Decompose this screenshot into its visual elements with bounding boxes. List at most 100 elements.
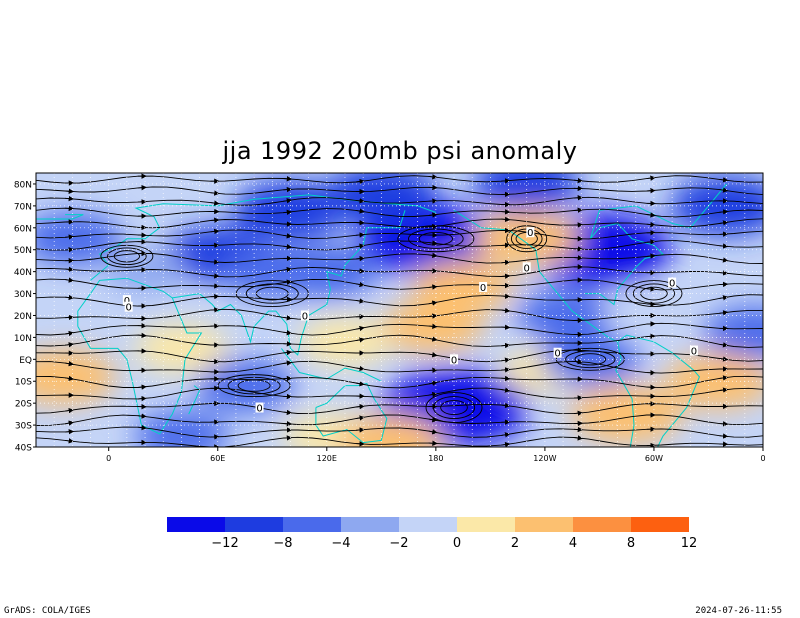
streamline-arrow	[65, 342, 75, 348]
streamline-arrow	[137, 424, 147, 431]
streamline-arrow	[646, 253, 656, 259]
anomaly-region	[337, 414, 444, 447]
streamline-arrow	[501, 387, 511, 393]
streamline-arrow	[65, 188, 75, 194]
coastline-segment	[188, 385, 201, 415]
y-tick-label: 50N	[14, 246, 32, 256]
colorbar-tick-label: 0	[453, 536, 461, 551]
eddy-streamline	[440, 400, 468, 415]
streamline-arrow	[719, 270, 729, 276]
contour-label: 0	[302, 311, 308, 322]
colorbar-swatch	[341, 517, 399, 532]
map-axes: 80N 70N 60N 50N 40N 30N 20N 10N EQ 10S 20S 30S 40S 0 6…	[14, 180, 766, 463]
eddy-streamline	[107, 247, 147, 266]
colorbar-tick-label: −12	[211, 536, 238, 551]
x-tick-label: 180	[428, 454, 443, 463]
streamline	[36, 207, 763, 218]
streamline	[36, 218, 763, 229]
streamline-arrow	[65, 438, 75, 444]
contour-label-bg	[122, 295, 131, 306]
lat-lon-grid	[36, 173, 763, 447]
x-tick-label: 120W	[533, 454, 556, 463]
streamline	[36, 334, 763, 348]
streamline-arrow	[719, 421, 729, 427]
eddy-streamline	[425, 392, 483, 423]
streamline-arrow	[137, 199, 147, 205]
y-tick-label: 10N	[14, 334, 32, 344]
streamline-arrow	[428, 336, 438, 342]
streamline-arrow	[428, 380, 438, 386]
streamline-arrow	[283, 349, 293, 356]
anomaly-region	[540, 332, 641, 386]
streamline-arrow	[719, 220, 729, 226]
streamline-arrow	[283, 421, 293, 427]
contour-label: 0	[451, 355, 457, 366]
colorbar-swatch	[457, 517, 515, 532]
streamline-arrow	[646, 301, 656, 307]
streamline-arrow	[210, 273, 220, 279]
map-frame	[35, 172, 764, 448]
anomaly-region	[516, 290, 611, 341]
map-title: jja 1992 200mb psi anomaly	[222, 137, 578, 165]
contour-label: 0	[126, 303, 132, 314]
contour-label-bg	[479, 281, 488, 292]
y-tick-label: 20N	[14, 312, 32, 322]
colorbar-swatch	[631, 517, 689, 532]
streamline-arrow	[210, 217, 220, 223]
eddy-streamline	[432, 396, 476, 419]
streamline-arrow	[501, 432, 511, 438]
streamline	[36, 375, 763, 389]
streamline-arrow	[137, 384, 147, 390]
streamline-arrow	[355, 298, 365, 304]
streamline-arrow	[501, 375, 511, 382]
contour-label-bg	[124, 301, 133, 312]
streamline-arrow	[719, 356, 729, 362]
contour-label-bg	[553, 347, 562, 358]
y-tick-label: 80N	[14, 180, 32, 190]
streamline-arrow	[719, 433, 729, 439]
streamline-arrow	[719, 231, 729, 237]
streamline-arrow	[65, 195, 75, 202]
streamline-arrow	[283, 233, 293, 239]
streamline-arrow	[65, 277, 75, 283]
streamline-arrow	[501, 307, 511, 314]
y-tick-label: 20S	[15, 400, 32, 410]
x-tick-label: 0	[106, 454, 111, 463]
streamline-arrow	[719, 310, 729, 316]
streamline-arrow	[501, 402, 511, 409]
contour-label: 0	[669, 279, 675, 290]
coastline-segment	[453, 209, 635, 447]
eddy-streamline	[237, 379, 271, 392]
colorbar-tick-label: 2	[511, 536, 519, 551]
streamline-arrow	[355, 427, 365, 433]
streamline-arrow	[355, 178, 365, 185]
streamline-arrow	[210, 200, 220, 206]
contour-label: 0	[527, 228, 533, 239]
streamline-arrow	[573, 435, 584, 441]
streamline-arrow	[355, 198, 365, 204]
streamline-arrow	[428, 323, 438, 330]
streamline-arrow	[283, 266, 293, 273]
streamline-arrow	[428, 212, 438, 218]
streamline-arrow	[137, 413, 147, 419]
coastline-segment	[36, 214, 84, 220]
y-tick-label: 40S	[15, 444, 32, 454]
streamline-arrow	[719, 295, 729, 301]
streamline-arrow	[283, 409, 293, 416]
streamline-arrow	[355, 365, 365, 372]
streamline-arrow	[283, 315, 293, 321]
y-tick-label: 30S	[15, 422, 32, 432]
colorbar-tick-label: −4	[331, 536, 350, 551]
contour-label-bg	[689, 345, 698, 356]
streamline-arrow	[355, 281, 365, 288]
streamline-arrow	[719, 243, 729, 249]
coastline-segment	[617, 334, 700, 447]
y-tick-label: 40N	[14, 268, 32, 278]
streamline-arrow	[646, 175, 656, 181]
streamline	[36, 266, 763, 278]
streamline-arrow	[719, 177, 729, 183]
streamline-arrow	[428, 284, 438, 290]
streamline-arrow	[283, 209, 293, 215]
streamline-arrow	[428, 429, 438, 435]
